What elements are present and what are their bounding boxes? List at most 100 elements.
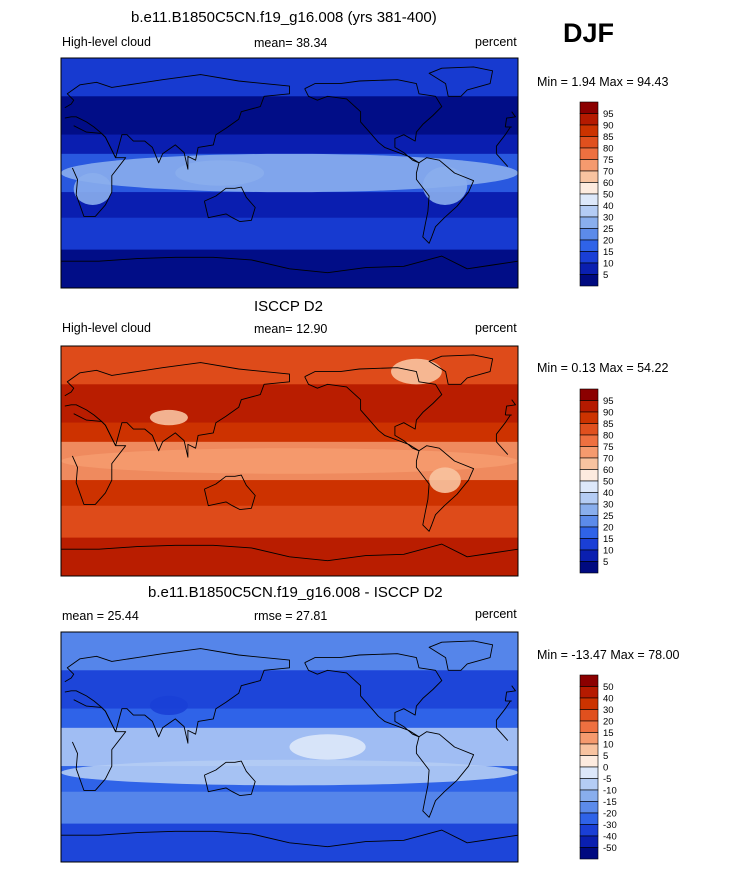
panel3-colorbar-box-15 <box>579 847 599 860</box>
panel2-colorbar-box-8 <box>579 480 599 493</box>
panel3-colorbar-box-14 <box>579 835 599 848</box>
panel1-coast-south-america-0 <box>415 157 475 244</box>
panel1-colorbar-box-2 <box>579 124 599 137</box>
panel3-mean: mean = 25.44 <box>62 609 139 623</box>
panel1-colorbar-tick-12: 15 <box>603 247 614 258</box>
panel1-colorbar-tick-6: 60 <box>603 178 614 189</box>
panel3-colorbar-tick-8: -5 <box>603 774 611 785</box>
panel3-rmse-value: 27.81 <box>296 609 328 623</box>
panel1-map <box>60 57 519 289</box>
panel2-colorbar-tick-3: 80 <box>603 431 614 442</box>
panel1-frame <box>60 57 519 289</box>
panel1-colorbar-tick-14: 5 <box>603 270 608 281</box>
panel2-mean: mean= 12.90 <box>254 322 327 336</box>
panel2-colorbar-box-15 <box>579 561 599 574</box>
panel3-max-value: 78.00 <box>648 648 680 662</box>
panel3-mean-value: 25.44 <box>107 609 139 623</box>
panel3-coast-eurasia-0 <box>504 685 516 702</box>
panel2-coast-south-america-0 <box>415 445 475 532</box>
panel2-minmax: Min = 0.13 Max = 54.22 <box>537 361 668 375</box>
panel2-colorbar-tick-5: 70 <box>603 454 614 465</box>
panel3-minmax: Min = -13.47 Max = 78.00 <box>537 648 680 662</box>
panel1-colorbar-box-1 <box>579 113 599 126</box>
panel2-coast-australia-0 <box>203 474 256 511</box>
panel1-coast-australia-0 <box>203 186 256 223</box>
panel3-colorbar-tick-0: 50 <box>603 682 614 693</box>
panel1-colorbar-box-8 <box>579 193 599 206</box>
panel1-colorbar-box-9 <box>579 205 599 218</box>
panel3-band-3 <box>61 727 518 767</box>
panel2-max-value: 54.22 <box>637 361 669 375</box>
panel2-title: ISCCP D2 <box>254 298 323 315</box>
panel2-feature-south-america <box>429 467 461 493</box>
panel1-colorbar-tick-8: 40 <box>603 201 614 212</box>
panel1-mean-value: 38.34 <box>296 36 328 50</box>
panel2-colorbar-box-5 <box>579 446 599 459</box>
panel2-frame <box>60 345 519 577</box>
panel1-coast-north-america-0 <box>304 79 443 164</box>
panel1-colorbar-tick-5: 70 <box>603 167 614 178</box>
panel3-coast-africa-0 <box>495 700 511 728</box>
panel2-min-label: Min = <box>537 361 568 375</box>
panel3-colorbar-box-9 <box>579 778 599 791</box>
panel2-colorbar-tick-4: 75 <box>603 442 614 453</box>
panel1-title: b.e11.B1850C5CN.f19_g16.008 (yrs 381-400… <box>131 9 437 26</box>
panel3-coast-south-america-0 <box>415 731 475 818</box>
panel3-frame <box>60 631 519 863</box>
panel2-units: percent <box>475 321 517 335</box>
panel3-units: percent <box>475 607 517 621</box>
panel1-band-5 <box>61 217 518 250</box>
panel1-colorbar-box-10 <box>579 216 599 229</box>
panel3-colorbar-tick-14: -50 <box>603 843 617 854</box>
panel3-coast-antarctica-0 <box>61 829 519 848</box>
panel2-colorbar-box-2 <box>579 411 599 424</box>
panel3-coast-africa-1 <box>71 699 127 791</box>
panel2-colorbar-box-4 <box>579 434 599 447</box>
panel2-min-value: 0.13 <box>571 361 596 375</box>
panel3-coast-north-america-0 <box>304 653 443 738</box>
panel3-colorbar-box-7 <box>579 755 599 768</box>
panel2-colorbar-tick-14: 5 <box>603 557 608 568</box>
panel2-feature-tibet <box>149 409 188 426</box>
panel3-colorbar-box-12 <box>579 812 599 825</box>
panel2-band-2 <box>61 422 518 442</box>
panel2-colorbar-box-1 <box>579 400 599 413</box>
panel2-colorbar-box-3 <box>579 423 599 436</box>
panel3-colorbar-tick-11: -20 <box>603 809 617 820</box>
panel1-colorbar-tick-7: 50 <box>603 190 614 201</box>
panel2-colorbar-box-9 <box>579 492 599 505</box>
panel3-colorbar-box-10 <box>579 789 599 802</box>
panel3-colorbar-tick-4: 15 <box>603 728 614 739</box>
panel2-max-label: Max = <box>599 361 634 375</box>
panel2-mean-label: mean= <box>254 322 293 336</box>
panel2-coast-africa-2 <box>496 441 509 455</box>
panel1-min-value: 1.94 <box>571 75 596 89</box>
panel2-coast-greenland-0 <box>428 354 494 385</box>
panel1-colorbar-box-0 <box>579 101 599 114</box>
panel1-colorbar-tick-3: 80 <box>603 144 614 155</box>
panel1-colorbar-box-12 <box>579 239 599 252</box>
panel3-max-label: Max = <box>610 648 645 662</box>
panel3-coast-australia-0 <box>203 760 256 797</box>
panel1-colorbar-box-3 <box>579 136 599 149</box>
panel2-mean-value: 12.90 <box>296 322 328 336</box>
panel2-coast-antarctica-0 <box>61 543 519 562</box>
panel2-colorbar-tick-11: 20 <box>603 523 614 534</box>
panel3-colorbar-box-8 <box>579 766 599 779</box>
panel1-band-1 <box>61 96 518 135</box>
panel1-colorbar-tick-4: 75 <box>603 155 614 166</box>
panel3-title: b.e11.B1850C5CN.f19_g16.008 - ISCCP D2 <box>148 584 443 601</box>
panel2-variable: High-level cloud <box>62 321 151 335</box>
panel1-coast-eurasia-0 <box>504 111 516 128</box>
panel2-coast-africa-0 <box>495 414 511 442</box>
panel3-feature-tropical-pacific <box>289 734 366 760</box>
panel3-colorbar-tick-2: 30 <box>603 705 614 716</box>
panel2-colorbar-tick-7: 50 <box>603 477 614 488</box>
panel2-colorbar-tick-9: 30 <box>603 500 614 511</box>
panel3-colorbar-tick-6: 5 <box>603 751 608 762</box>
panel3-min-label: Min = <box>537 648 568 662</box>
panel2-colorbar-tick-13: 10 <box>603 546 614 557</box>
panel3-coast-greenland-0 <box>428 640 494 671</box>
